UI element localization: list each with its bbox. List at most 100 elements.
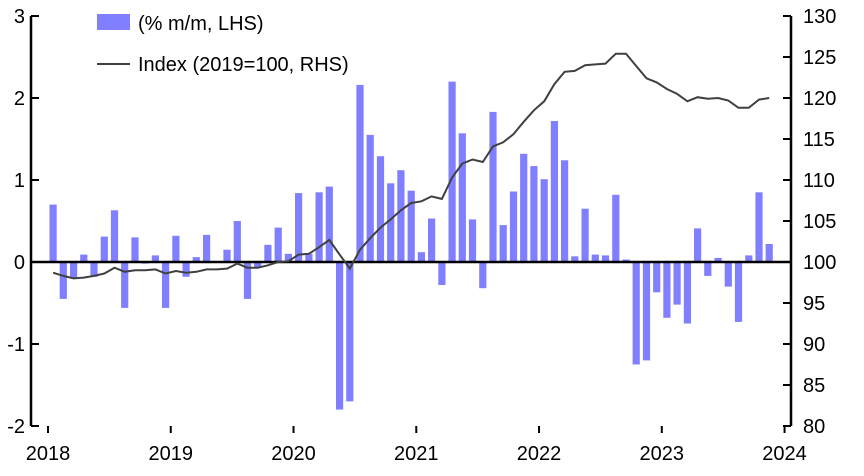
bar — [59, 262, 67, 299]
bar — [714, 257, 722, 262]
bar — [601, 255, 610, 262]
bar — [438, 262, 446, 285]
bar — [520, 153, 528, 262]
bar — [162, 262, 170, 308]
legend-line-label: Index (2019=100, RHS) — [138, 54, 349, 76]
bar — [49, 204, 57, 262]
bar — [561, 160, 569, 262]
index-line — [52, 52, 770, 280]
bar — [724, 262, 732, 287]
right-tick-label: 130 — [803, 6, 836, 28]
bar — [468, 219, 477, 262]
bar — [110, 210, 119, 262]
right-axis: 80 85 90 95 100 105 110 115 120 125 130 — [783, 6, 836, 438]
bar — [243, 262, 252, 299]
bar — [233, 221, 241, 262]
legend-bar-swatch — [97, 14, 130, 30]
x-tick-label: 2019 — [149, 443, 194, 465]
right-tick-label: 85 — [803, 375, 825, 397]
left-tick-label: 0 — [14, 252, 25, 274]
bar — [458, 133, 466, 262]
bar — [264, 244, 272, 262]
bar — [694, 228, 702, 262]
bar — [284, 253, 292, 262]
bar — [550, 121, 558, 262]
legend: (% m/m, LHS) Index (2019=100, RHS) — [97, 13, 349, 76]
bar — [121, 262, 129, 308]
bar — [683, 262, 691, 324]
bar — [305, 253, 313, 262]
right-tick-label: 120 — [803, 88, 836, 110]
bar — [203, 234, 211, 262]
right-tick-label: 110 — [803, 170, 835, 192]
bar — [479, 262, 487, 289]
bar — [192, 257, 200, 262]
right-tick-label: 115 — [803, 129, 835, 151]
left-tick-label: -2 — [7, 416, 25, 438]
bar — [315, 192, 323, 262]
bar — [448, 81, 456, 262]
bar — [100, 236, 108, 262]
left-tick-label: 3 — [14, 6, 25, 28]
bar — [499, 225, 507, 262]
left-tick-label: 1 — [14, 170, 25, 192]
bar — [346, 262, 354, 402]
bar — [356, 84, 364, 263]
bar — [591, 254, 599, 262]
bar — [223, 249, 231, 262]
bar — [407, 190, 415, 262]
line-series — [52, 52, 770, 280]
x-tick-label: 2020 — [271, 443, 316, 465]
right-tick-label: 125 — [803, 47, 836, 69]
bar — [417, 252, 425, 262]
bar — [571, 256, 579, 262]
bar — [632, 262, 640, 365]
left-tick-label: 2 — [14, 88, 25, 110]
bar — [376, 156, 385, 262]
bar — [151, 255, 159, 262]
bar — [663, 262, 671, 318]
x-tick-label: 2021 — [394, 443, 439, 465]
bar — [254, 262, 262, 268]
bar — [182, 262, 190, 277]
right-tick-label: 95 — [803, 293, 825, 315]
right-tick-label: 105 — [803, 211, 836, 233]
bar — [428, 218, 436, 262]
bar — [80, 254, 88, 262]
bar — [745, 255, 753, 262]
bar — [509, 191, 518, 262]
bar — [336, 262, 344, 410]
x-tick-label: 2023 — [640, 443, 685, 465]
bar — [755, 192, 763, 262]
right-tick-label: 100 — [803, 252, 836, 274]
bar — [274, 227, 282, 262]
bar — [734, 262, 743, 322]
bar — [70, 262, 78, 279]
bar — [325, 186, 333, 262]
bar — [366, 134, 374, 262]
x-axis: 2018 2019 2020 2021 2022 2023 2024 — [26, 426, 807, 465]
bar — [653, 262, 661, 293]
bar — [172, 235, 180, 262]
bar — [397, 170, 405, 262]
x-tick-label: 2018 — [26, 443, 71, 465]
right-tick-label: 80 — [803, 416, 825, 438]
bar — [387, 183, 395, 262]
left-tick-label: -1 — [7, 334, 25, 356]
right-tick-label: 90 — [803, 334, 825, 356]
bar — [90, 262, 98, 277]
bar — [673, 262, 681, 305]
bar — [131, 237, 139, 262]
legend-bar-label: (% m/m, LHS) — [138, 13, 264, 35]
bar — [612, 194, 620, 262]
bar — [642, 262, 651, 361]
left-axis: -2 -1 0 1 2 3 — [7, 6, 39, 438]
x-tick-label: 2024 — [762, 443, 807, 465]
bar — [765, 244, 773, 262]
bar — [540, 179, 548, 262]
bar — [295, 193, 303, 262]
bar-series — [49, 81, 773, 410]
bar — [530, 166, 538, 262]
bar — [581, 208, 589, 262]
